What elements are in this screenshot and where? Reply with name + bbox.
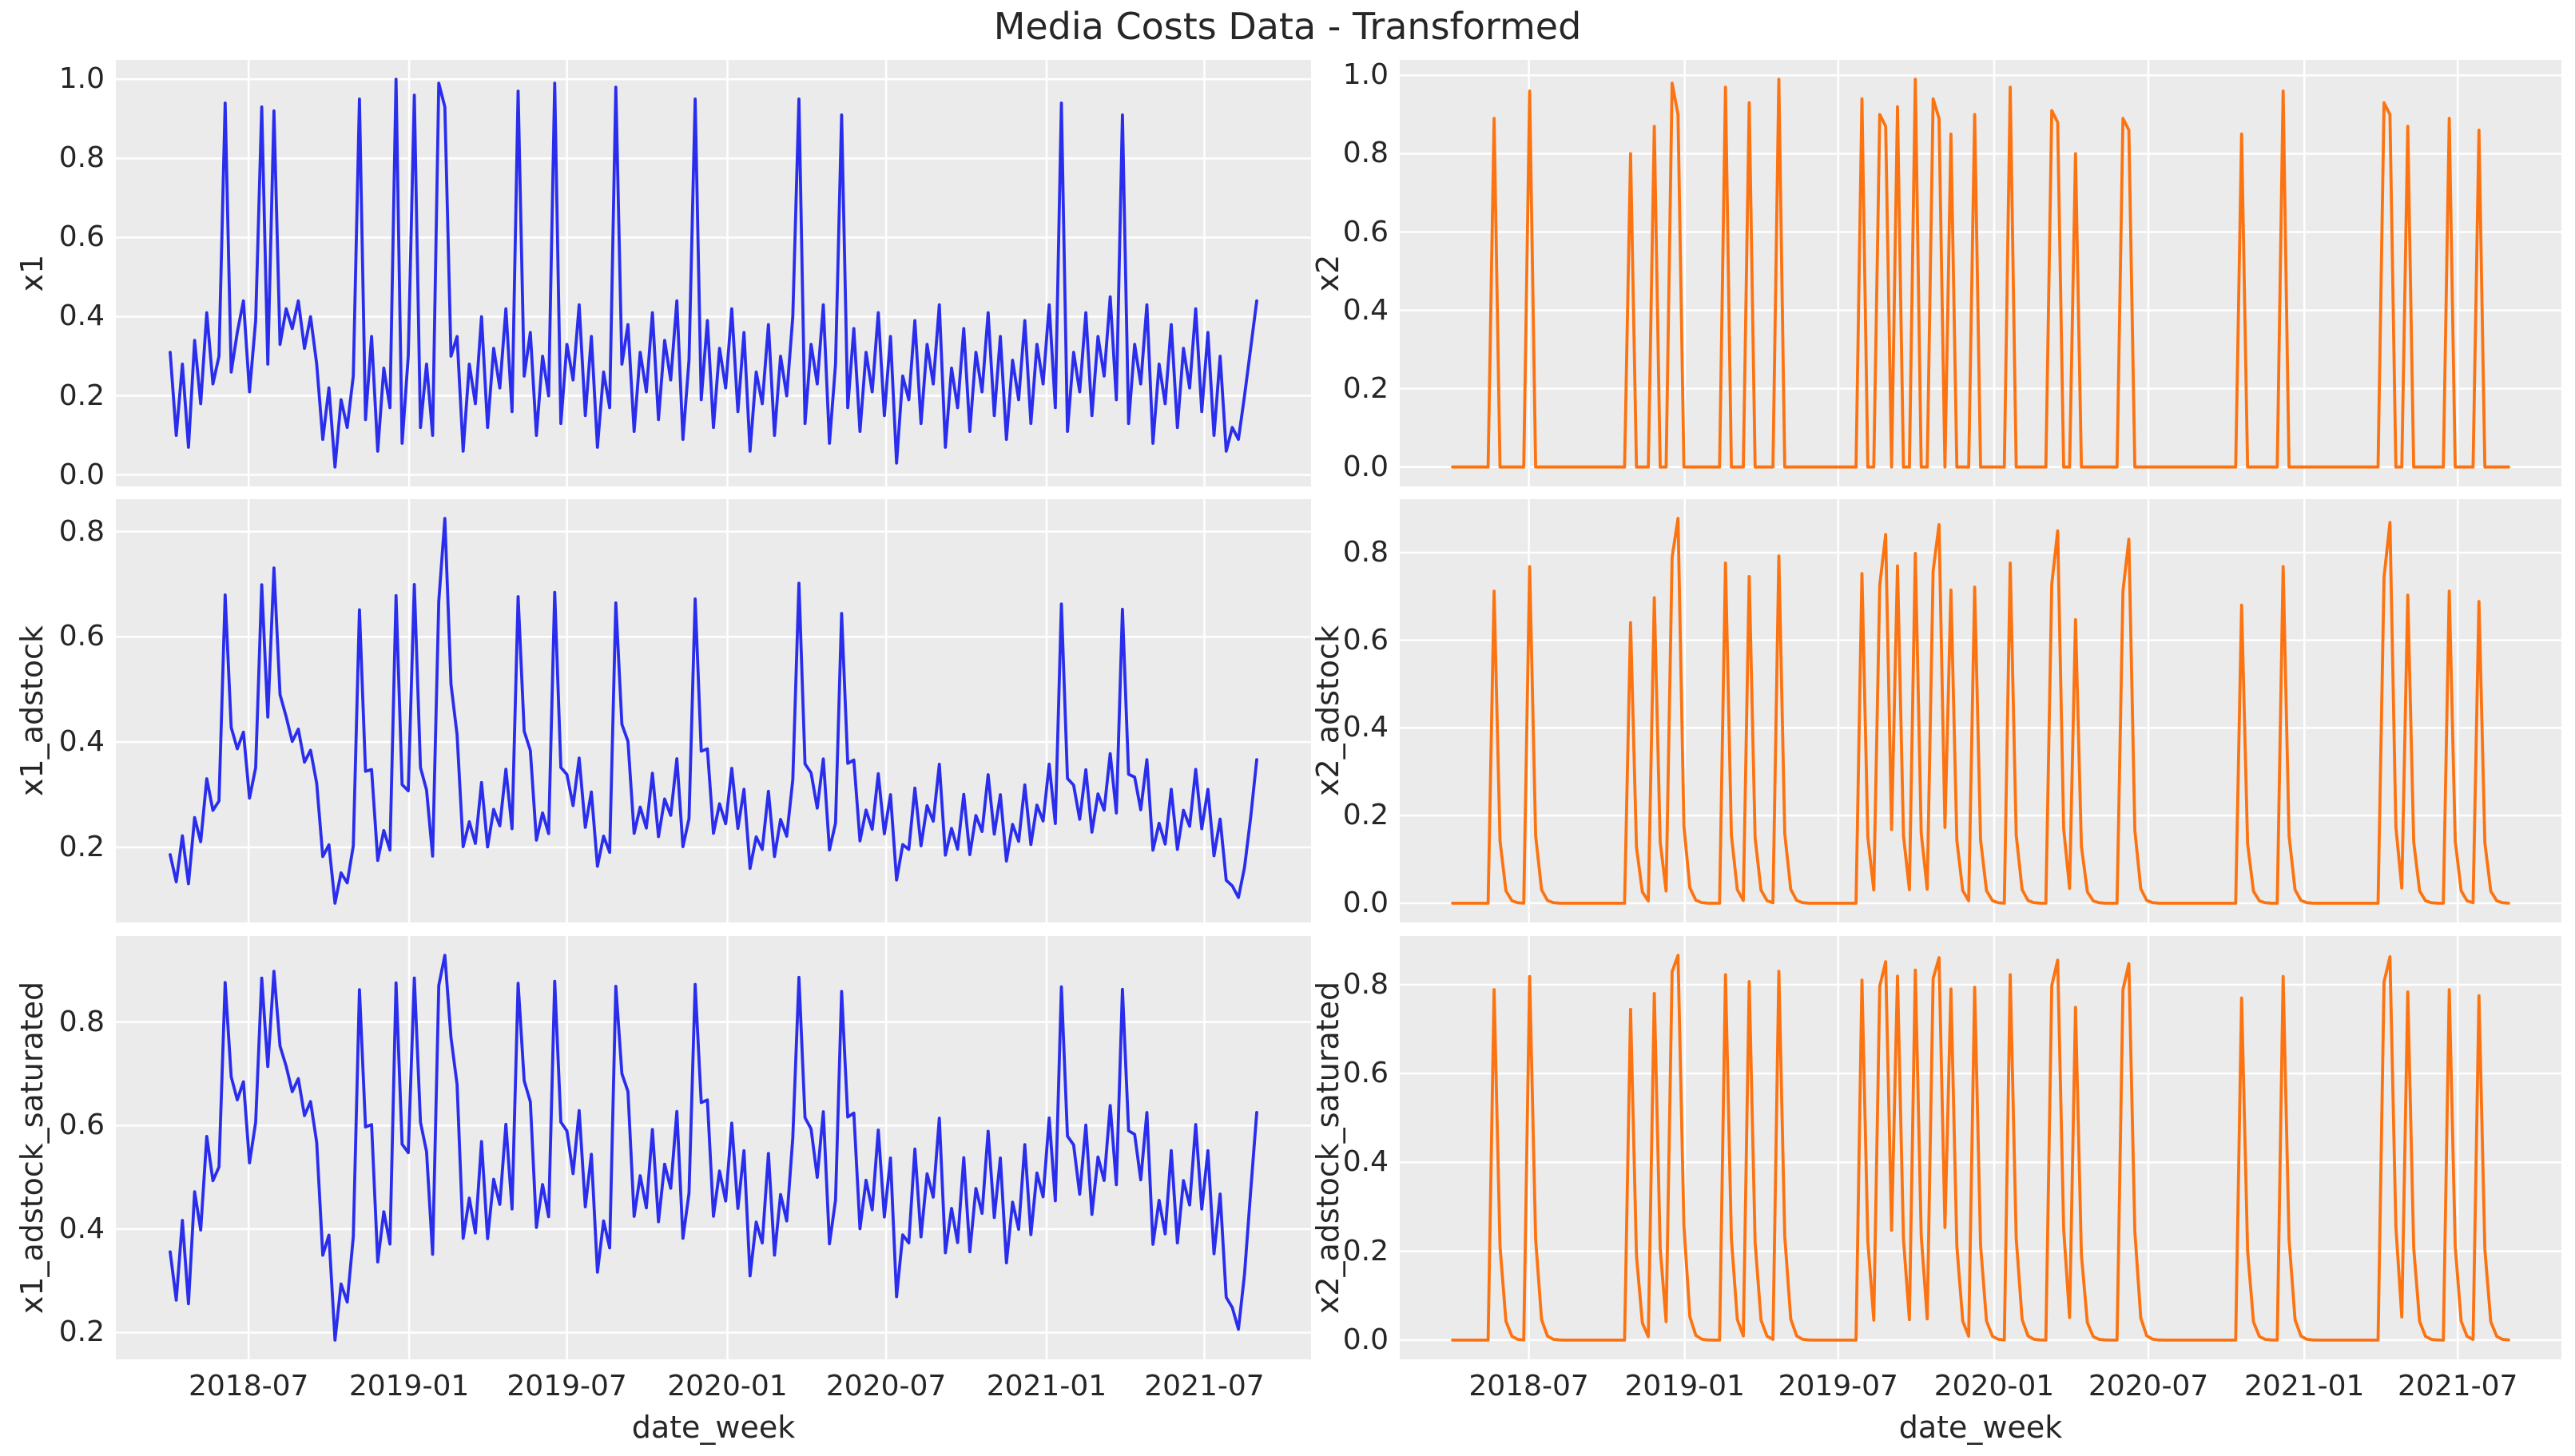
grid — [116, 499, 1311, 922]
x-tick-label: 2021-01 — [986, 1370, 1107, 1402]
y-tick-label: 0.8 — [58, 514, 105, 548]
y-tick-label: 0.6 — [58, 620, 105, 653]
y-tick-label: 0.2 — [1342, 1234, 1389, 1268]
x-tick-label: 2021-07 — [1144, 1370, 1265, 1402]
plot-area-x1 — [116, 60, 1311, 486]
subplot-x2_adstock_saturated — [1400, 936, 2561, 1359]
x-tick-label: 2019-07 — [1778, 1370, 1898, 1402]
y-axis-label-x1_adstock_saturated: x1_adstock_saturated — [14, 981, 50, 1315]
plot-area-x1_adstock — [116, 499, 1311, 922]
axes-background — [1400, 936, 2561, 1359]
subplot-x1_adstock_saturated — [116, 936, 1311, 1359]
y-tick-label: 0.4 — [58, 1212, 105, 1245]
y-tick-label: 0.0 — [1342, 886, 1389, 919]
y-tick-label: 1.0 — [1342, 58, 1389, 92]
axes-background — [116, 499, 1311, 922]
plot-area-x1_adstock_saturated — [116, 936, 1311, 1359]
y-tick-label: 0.8 — [58, 1005, 105, 1038]
series-line-x2 — [1451, 77, 2510, 469]
y-tick-label: 0.4 — [1342, 711, 1389, 744]
y-tick-label: 0.0 — [1342, 1323, 1389, 1356]
axes-background — [1400, 499, 2561, 922]
y-tick-label: 0.0 — [58, 458, 105, 491]
x-tick-label: 2020-07 — [2088, 1370, 2209, 1402]
y-axis-label-x2: x2 — [1310, 254, 1345, 292]
x-tick-label: 2021-01 — [2244, 1370, 2365, 1402]
x-tick-label: 2020-01 — [667, 1370, 788, 1402]
x-axis-label: date_week — [1898, 1410, 2063, 1445]
y-axis-label-x2_adstock_saturated: x2_adstock_saturated — [1310, 981, 1345, 1315]
y-tick-label: 0.8 — [1342, 967, 1389, 1001]
y-tick-label: 0.8 — [58, 141, 105, 175]
grid — [1400, 499, 2561, 922]
y-axis-label-x2_adstock: x2_adstock — [1310, 625, 1345, 796]
y-tick-label: 0.6 — [1342, 215, 1389, 248]
y-tick-label: 0.8 — [1342, 535, 1389, 569]
y-tick-label: 0.2 — [58, 1315, 105, 1349]
plot-area-x2_adstock_saturated — [1400, 936, 2561, 1359]
subplot-x1 — [116, 60, 1311, 486]
y-tick-label: 0.0 — [1342, 450, 1389, 483]
x-tick-label: 2018-07 — [1468, 1370, 1589, 1402]
y-tick-label: 0.4 — [1342, 1145, 1389, 1179]
y-tick-label: 1.0 — [58, 62, 105, 96]
series-line-x1_adstock — [169, 517, 1258, 905]
y-tick-label: 0.6 — [1342, 1057, 1389, 1090]
y-tick-label: 0.6 — [1342, 623, 1389, 657]
plot-area-x2_adstock — [1400, 499, 2561, 922]
figure-title: Media Costs Data - Transformed — [993, 5, 1582, 48]
series-line-x1 — [169, 77, 1258, 469]
x-tick-label: 2019-01 — [348, 1370, 470, 1402]
y-axis-label-x1: x1 — [14, 254, 50, 292]
series-line-x2_adstock_saturated — [1451, 954, 2510, 1342]
y-tick-label: 0.6 — [58, 220, 105, 254]
subplot-x1_adstock — [116, 499, 1311, 922]
x-axis-label: date_week — [631, 1410, 796, 1445]
y-tick-label: 0.4 — [58, 300, 105, 333]
y-tick-label: 0.8 — [1342, 137, 1389, 170]
y-tick-label: 0.4 — [58, 725, 105, 759]
x-tick-label: 2019-01 — [1624, 1370, 1745, 1402]
x-tick-label: 2020-07 — [825, 1370, 947, 1402]
series-line-x1_adstock_saturated — [169, 954, 1258, 1342]
axes-background — [116, 936, 1311, 1359]
y-tick-label: 0.2 — [58, 379, 105, 412]
x-tick-label: 2021-07 — [2398, 1370, 2518, 1402]
y-tick-label: 0.2 — [58, 830, 105, 863]
y-tick-label: 0.2 — [1342, 371, 1389, 405]
subplot-x2 — [1400, 60, 2561, 486]
y-axis-label-x1_adstock: x1_adstock — [14, 625, 50, 796]
series-line-x2_adstock — [1451, 517, 2510, 905]
x-tick-label: 2018-07 — [189, 1370, 309, 1402]
x-tick-label: 2019-07 — [507, 1370, 627, 1402]
y-tick-label: 0.2 — [1342, 799, 1389, 832]
y-tick-label: 0.4 — [1342, 293, 1389, 327]
plot-area-x2 — [1400, 60, 2561, 486]
subplot-x2_adstock — [1400, 499, 2561, 922]
x-tick-label: 2020-01 — [1933, 1370, 2055, 1402]
y-tick-label: 0.6 — [58, 1109, 105, 1142]
